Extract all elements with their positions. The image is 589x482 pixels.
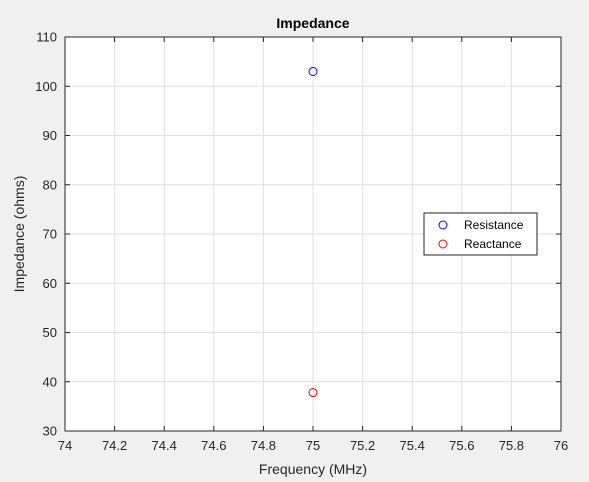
data-markers <box>308 66 318 398</box>
legend-label-resistance: Resistance <box>464 218 524 232</box>
y-tick-label: 50 <box>43 325 57 340</box>
tick-marks <box>64 36 562 432</box>
x-axis-label: Frequency (MHz) <box>259 461 367 477</box>
x-tick-label: 75 <box>306 438 320 453</box>
x-tick-label: 76 <box>554 438 568 453</box>
x-tick-labels: 74 74.2 74.4 74.6 74.8 75 75.2 75.4 75.6 75.8 76 <box>58 438 568 453</box>
x-tick-label: 74.4 <box>152 438 177 453</box>
x-tick-label: 75.8 <box>499 438 524 453</box>
y-tick-label: 70 <box>43 227 57 242</box>
y-tick-label: 40 <box>43 374 57 389</box>
legend-marker-reactance <box>438 239 448 249</box>
x-tick-label: 74.8 <box>251 438 276 453</box>
x-tick-label: 75.2 <box>350 438 375 453</box>
x-tick-label: 75.6 <box>449 438 474 453</box>
chart-title: Impedance <box>276 15 349 31</box>
x-tick-label: 74.2 <box>102 438 127 453</box>
y-tick-label: 90 <box>43 128 57 143</box>
y-tick-labels: 30 40 50 60 70 80 90 100 110 <box>35 30 57 439</box>
data-point-resistance <box>308 66 318 76</box>
x-tick-label: 75.4 <box>400 438 425 453</box>
y-tick-label: 30 <box>43 424 57 439</box>
y-tick-label: 100 <box>35 79 57 94</box>
legend-marker-resistance <box>438 220 448 230</box>
data-point-reactance <box>308 388 318 398</box>
legend-label-reactance: Reactance <box>464 237 522 251</box>
legend[interactable]: Resistance Reactance <box>423 212 538 256</box>
y-axis-label: Impedance (ohms) <box>11 176 27 293</box>
y-tick-label: 110 <box>36 30 57 45</box>
x-tick-label: 74.6 <box>201 438 226 453</box>
y-tick-label: 60 <box>43 276 57 291</box>
x-tick-label: 74 <box>58 438 72 453</box>
y-tick-label: 80 <box>43 177 57 192</box>
